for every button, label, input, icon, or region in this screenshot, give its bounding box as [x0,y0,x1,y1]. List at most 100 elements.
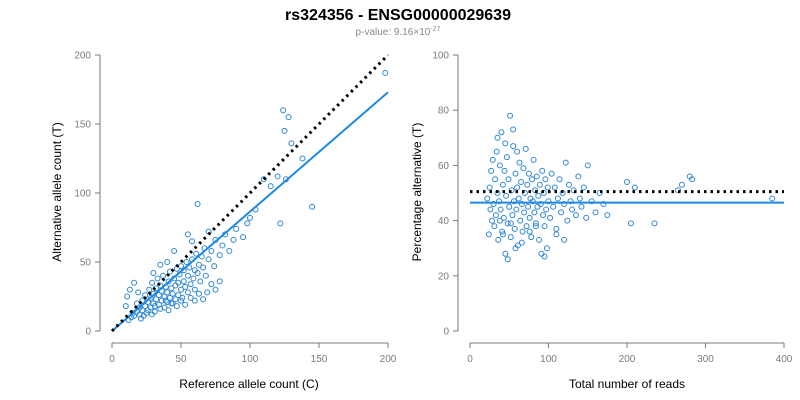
data-point [537,201,544,208]
data-point [510,126,517,133]
data-point [538,250,545,257]
data-point [169,290,176,297]
data-point [539,167,546,174]
data-point [164,289,171,296]
data-point [550,203,557,210]
data-point [131,279,138,286]
y-tick-label: 80 [438,106,450,117]
data-point [536,236,543,243]
data-point [288,140,295,147]
data-point [678,181,685,188]
data-point [212,286,219,293]
data-point [267,183,274,190]
data-point [494,134,501,141]
data-point [515,195,522,202]
right-x-axis: 0 100 200 300 400 [467,342,793,365]
data-point [520,165,527,172]
data-point [309,203,316,210]
data-point [244,220,251,227]
data-point [153,296,160,303]
data-point [487,206,494,213]
data-point [536,181,543,188]
data-point [211,263,218,270]
data-point [195,290,202,297]
data-point [491,223,498,230]
data-point [489,156,496,163]
data-point [178,286,184,293]
data-point [689,176,696,183]
data-point [576,195,583,202]
data-point [191,297,198,304]
data-point [488,167,495,174]
data-point [150,270,157,277]
data-point [496,217,503,224]
data-point [498,129,505,136]
data-point [191,286,198,293]
data-point [548,170,555,177]
data-point [226,247,233,254]
data-point [172,296,179,303]
data-point [516,159,523,166]
data-point [532,223,539,230]
data-point [529,176,536,183]
data-point [524,181,531,188]
data-point [175,279,182,286]
right-x-axis-label: Total number of reads [569,377,685,391]
data-point [507,220,514,227]
data-point [194,270,201,277]
data-point [567,198,574,205]
data-point [506,203,513,210]
data-point [556,176,563,183]
data-point [535,192,542,199]
data-point [216,278,223,285]
data-point [205,256,212,263]
data-point [187,294,194,301]
data-point [511,225,518,232]
x-tick-label: 200 [380,354,397,365]
y-tick-label: 0 [443,327,449,338]
data-point [554,195,561,202]
data-point [522,145,529,152]
data-point [165,307,172,314]
left-y-axis-label: Alternative allele count (T) [50,122,64,261]
data-point [503,154,510,161]
data-point [194,201,201,208]
data-point [558,209,565,216]
data-point [144,307,151,314]
data-point [518,178,525,185]
x-tick-label: 0 [467,354,473,365]
data-point [193,250,200,257]
data-point [528,234,535,241]
data-point [499,228,506,235]
data-point [588,198,595,205]
chart-title: rs324356 - ENSG00000029639 [285,7,511,24]
data-point [240,234,247,241]
data-point [504,256,511,263]
data-point [592,209,599,216]
data-point [182,283,189,290]
data-point [512,170,519,177]
data-point [485,231,492,238]
data-point [197,278,204,285]
data-point [543,206,550,213]
data-point [540,212,547,219]
data-point [490,201,497,208]
data-point [160,272,167,279]
data-point [545,198,552,205]
data-point [584,162,591,169]
data-point [526,214,533,221]
data-point [165,278,172,285]
p-value-text: p-value: 9.16×10 [356,27,431,38]
data-point [135,289,142,296]
y-tick-label: 40 [438,216,450,227]
data-point [525,170,532,177]
y-tick-label: 150 [74,120,91,131]
data-point [260,176,267,183]
data-point [158,297,165,304]
data-point [499,231,506,238]
data-point [208,247,215,254]
data-point [507,234,514,241]
data-point [518,201,525,208]
data-point [131,312,138,319]
data-point [514,148,521,155]
